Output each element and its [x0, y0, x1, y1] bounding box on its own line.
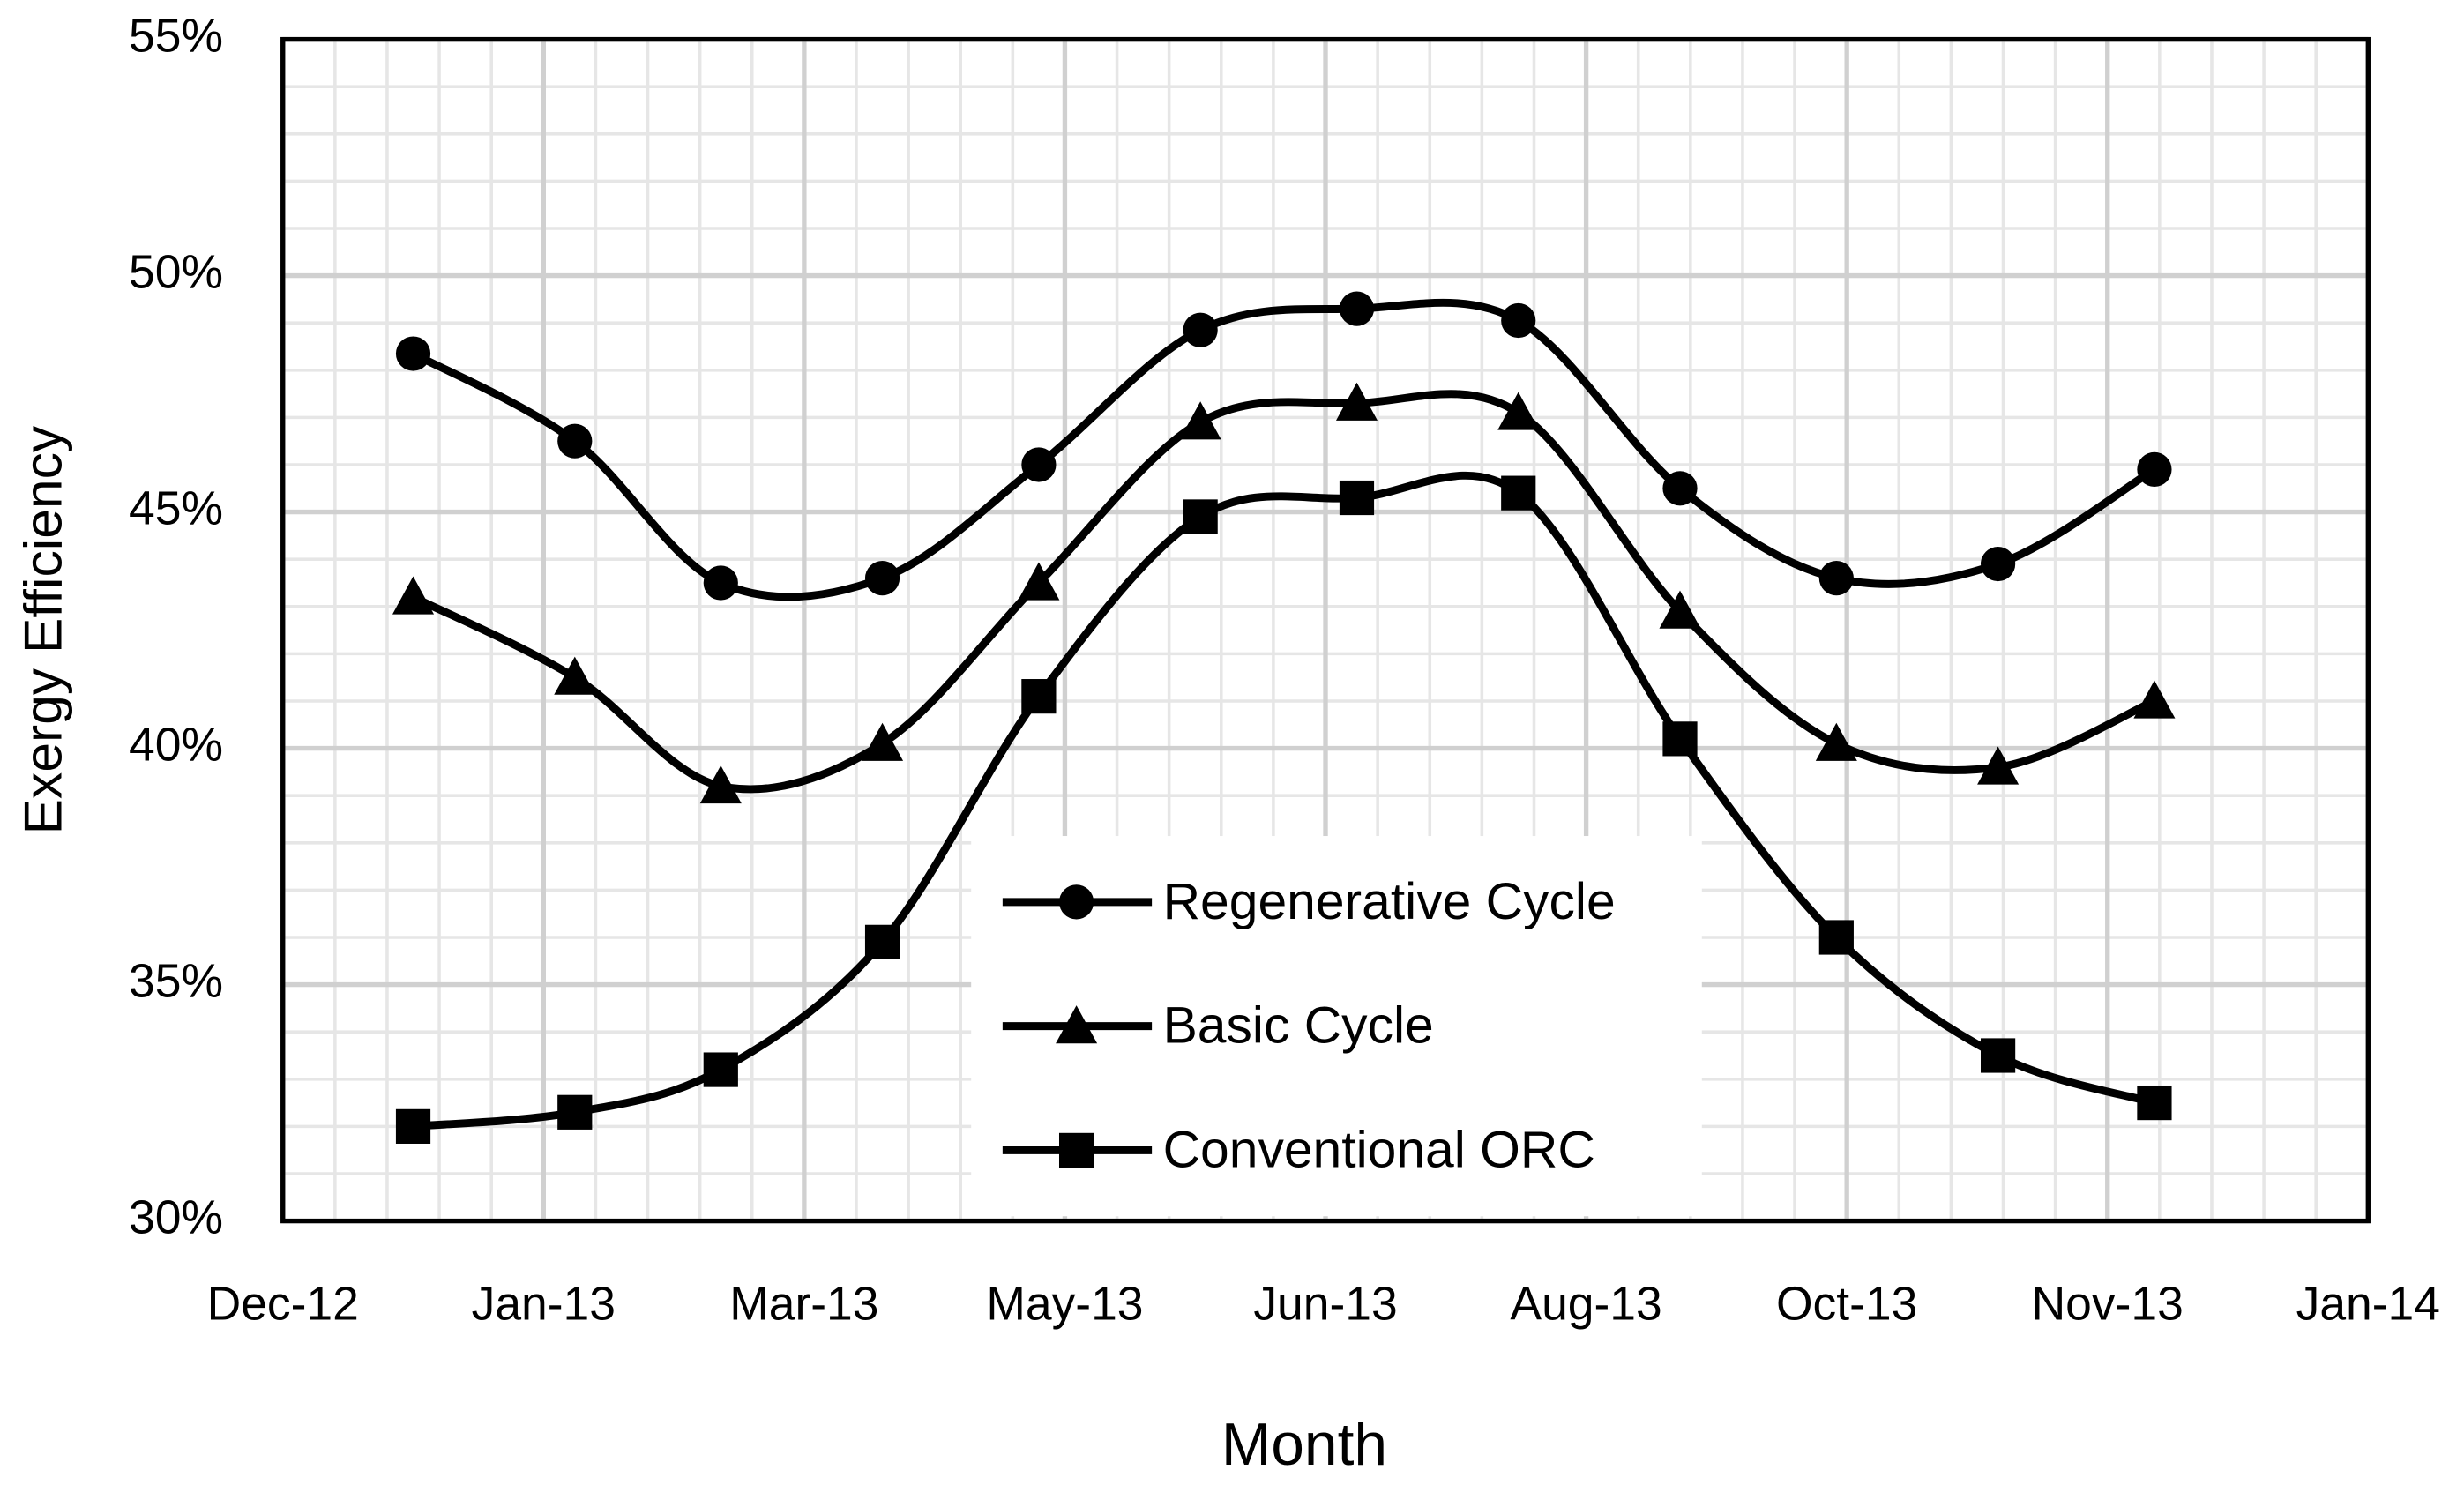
- legend-marker: [1058, 1132, 1094, 1168]
- marker: [1662, 721, 1698, 757]
- y-tick-label: 30%: [129, 1192, 223, 1244]
- marker: [1980, 1038, 2016, 1073]
- marker: [1018, 562, 1060, 601]
- x-axis-title: Month: [1221, 1412, 1387, 1478]
- y-tick-label: 45%: [129, 483, 223, 535]
- marker: [1662, 471, 1698, 506]
- marker: [395, 336, 431, 371]
- x-tick-label: Jan-14: [2296, 1279, 2440, 1331]
- marker: [864, 561, 900, 596]
- x-tick-label: Oct-13: [1776, 1279, 1917, 1331]
- marker: [557, 1094, 593, 1130]
- y-axis-title: Exergy Efficiency: [12, 425, 72, 834]
- x-tick-label: Jun-13: [1253, 1279, 1397, 1331]
- marker: [862, 722, 904, 761]
- marker: [699, 765, 742, 804]
- marker: [392, 576, 435, 615]
- marker: [1339, 291, 1375, 326]
- marker: [703, 565, 738, 601]
- x-tick-label: Jan-13: [472, 1279, 616, 1331]
- marker: [1501, 302, 1536, 339]
- marker: [703, 1052, 738, 1087]
- x-tick-label: May-13: [986, 1279, 1143, 1331]
- plot-frame: [280, 36, 2371, 1224]
- legend-marker: [1056, 1005, 1098, 1044]
- y-tick-label: 50%: [129, 247, 223, 299]
- legend-marker: [1058, 884, 1094, 920]
- marker: [554, 656, 596, 695]
- marker: [1183, 312, 1218, 347]
- marker: [1021, 447, 1057, 482]
- marker: [1818, 920, 1854, 955]
- marker: [1335, 382, 1378, 421]
- marker: [1501, 475, 1536, 511]
- marker: [1818, 561, 1854, 596]
- legend-label: Conventional ORC: [1163, 1121, 1595, 1178]
- x-tick-label: Nov-13: [2032, 1279, 2184, 1331]
- marker: [1815, 722, 1857, 761]
- x-tick-label: Mar-13: [729, 1279, 878, 1331]
- marker: [2133, 680, 2176, 719]
- marker: [1977, 746, 2020, 785]
- marker: [2137, 1085, 2172, 1121]
- marker: [1497, 392, 1540, 430]
- marker: [1021, 679, 1057, 714]
- marker: [864, 924, 900, 959]
- marker: [2137, 451, 2172, 487]
- marker: [1659, 590, 1701, 629]
- marker: [1980, 546, 2016, 582]
- legend-label: Basic Cycle: [1163, 997, 1434, 1055]
- y-tick-label: 35%: [129, 956, 223, 1008]
- y-tick-label: 55%: [129, 11, 223, 63]
- series-line: [411, 298, 2157, 601]
- y-tick-label: 40%: [129, 720, 223, 772]
- marker: [1183, 499, 1218, 534]
- series-line: [411, 390, 2156, 794]
- x-tick-label: Dec-12: [207, 1279, 359, 1331]
- marker: [1179, 401, 1221, 440]
- marker: [395, 1108, 431, 1144]
- marker: [1339, 480, 1375, 516]
- marker: [557, 423, 593, 459]
- legend-label: Regenerative Cycle: [1163, 873, 1616, 930]
- x-tick-label: Aug-13: [1510, 1279, 1661, 1331]
